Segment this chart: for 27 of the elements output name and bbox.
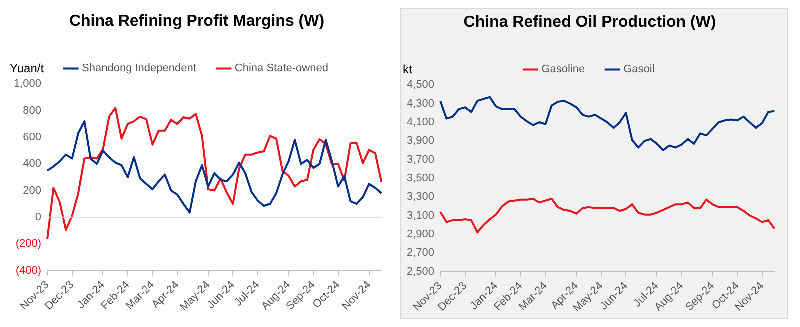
- chart-title: China Refining Profit Margins (W): [69, 13, 325, 30]
- y-tick-label: 3,700: [406, 154, 435, 166]
- y-axis-title: Yuan/t: [10, 62, 45, 76]
- legend-label: Gasoil: [624, 64, 655, 76]
- legend-label: Gasoline: [542, 64, 586, 76]
- y-tick-label: 3,300: [406, 191, 435, 204]
- legend-label: Shandong Independent: [82, 62, 196, 75]
- y-tick-label: 0: [35, 211, 42, 224]
- y-tick-label: 1,000: [14, 78, 42, 90]
- y-tick-label: 4,500: [406, 79, 435, 92]
- y-tick-label: (200): [16, 238, 42, 250]
- y-tick-label: 2,500: [406, 266, 435, 278]
- legend-label: China State-owned: [234, 62, 328, 75]
- y-tick-label: 400: [23, 158, 42, 170]
- y-tick-label: 800: [23, 104, 42, 117]
- y-tick-label: 200: [23, 184, 42, 197]
- y-tick-label: 2,700: [406, 247, 435, 260]
- y-tick-label: 4,300: [406, 98, 435, 110]
- y-tick-label: 3,500: [406, 172, 435, 184]
- chart-title: China Refined Oil Production (W): [464, 14, 716, 32]
- y-tick-label: (400): [16, 264, 42, 277]
- y-tick-label: 4,100: [406, 116, 435, 129]
- y-tick-label: 3,100: [406, 210, 435, 222]
- y-tick-label: 2,900: [406, 228, 435, 240]
- y-axis-title: kt: [403, 62, 413, 77]
- y-tick-label: 600: [23, 132, 42, 144]
- y-tick-label: 3,900: [406, 135, 435, 148]
